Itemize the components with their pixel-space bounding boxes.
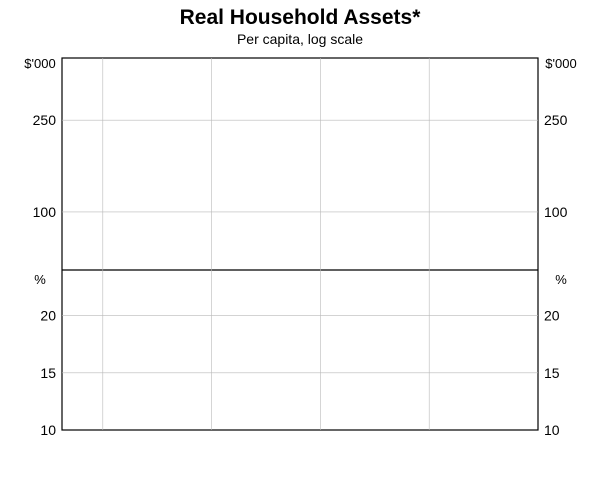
chart-title: Real Household Assets*	[180, 6, 422, 29]
y-unit-bottom-left: %	[34, 272, 46, 287]
chart-container: Real Household Assets* Per capita, log sc…	[0, 0, 600, 503]
y-unit-bottom-right: %	[555, 272, 567, 287]
ytick-label: 100	[544, 204, 568, 220]
ytick-label: 20	[544, 308, 560, 324]
ytick-label: 100	[33, 204, 57, 220]
ytick-label: 20	[40, 308, 56, 324]
ytick-label: 10	[40, 422, 56, 438]
ytick-label: 250	[33, 112, 57, 128]
ytick-label: 250	[544, 112, 568, 128]
plot-border	[62, 58, 538, 430]
y-unit-top-left: $'000	[24, 56, 55, 71]
ytick-label: 15	[544, 365, 560, 381]
chart-subtitle: Per capita, log scale	[237, 31, 363, 47]
y-unit-top-right: $'000	[545, 56, 576, 71]
chart-svg: Real Household Assets* Per capita, log sc…	[0, 0, 600, 503]
ytick-label: 10	[544, 422, 560, 438]
ytick-label: 15	[40, 365, 56, 381]
